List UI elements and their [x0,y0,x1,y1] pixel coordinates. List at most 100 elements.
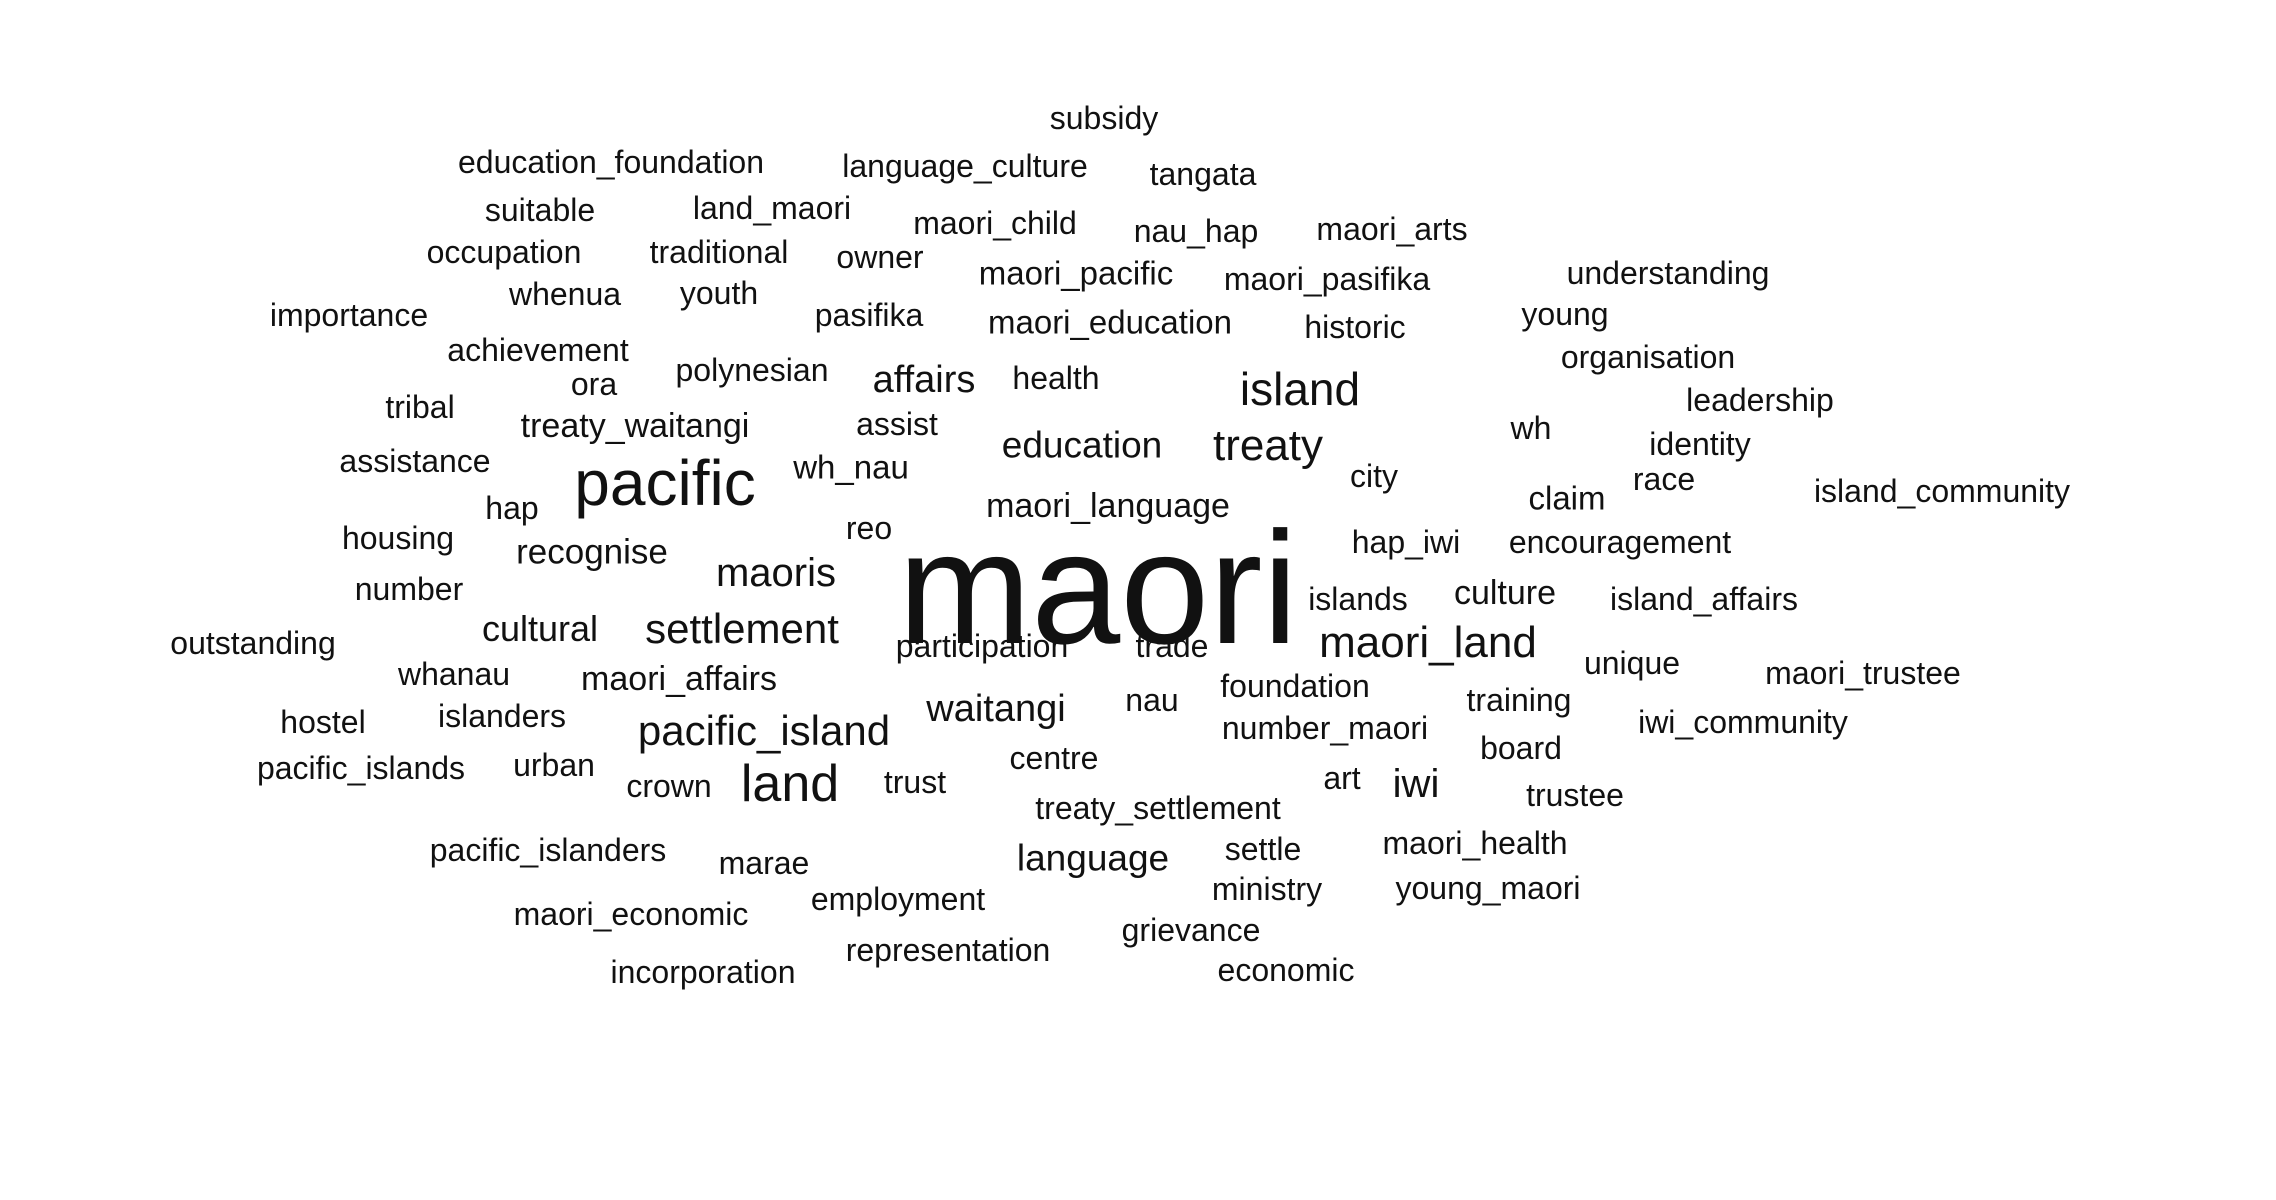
word-incorporation: incorporation [610,954,796,990]
word-crown: crown [626,768,712,804]
word-foundation: foundation [1220,668,1370,704]
word-treaty: treaty [1212,421,1324,470]
word-settle: settle [1224,831,1302,867]
word-island-community: island_community [1813,473,2071,509]
word-grievance: grievance [1121,912,1261,948]
word-representation: representation [845,932,1051,968]
word-trust: trust [883,764,947,800]
word-maori-pasifika: maori_pasifika [1223,261,1431,297]
word-island: island [1239,363,1361,415]
word-hap-iwi: hap_iwi [1351,524,1461,560]
word-maori-language: maori_language [986,487,1230,525]
word-islands: islands [1308,581,1408,617]
word-polynesian: polynesian [675,352,829,388]
word-housing: housing [341,520,455,556]
word-maori: maori [897,498,1299,677]
word-settlement: settlement [645,605,839,652]
word-iwi: iwi [1392,762,1440,806]
word-whenua: whenua [508,276,622,312]
word-training: training [1466,682,1572,718]
word-economic: economic [1217,952,1355,988]
word-nau: nau [1125,682,1179,718]
word-number-maori: number_maori [1221,710,1429,746]
word-participation: participation [895,628,1069,664]
word-pacific-islanders: pacific_islanders [429,832,667,868]
word-maori-arts: maori_arts [1316,211,1468,247]
word-reo: reo [845,510,893,546]
word-recognise: recognise [516,532,668,572]
word-language: language [1016,837,1170,879]
word-nau-hap: nau_hap [1133,213,1259,249]
word-number: number [354,571,464,607]
word-maoris: maoris [715,551,837,595]
word-board: board [1480,730,1562,766]
word-language-culture: language_culture [842,148,1088,184]
word-subsidy: subsidy [1049,100,1159,136]
word-wh-nau: wh_nau [793,448,909,486]
word-young-maori: young_maori [1395,870,1581,906]
word-ministry: ministry [1211,871,1323,907]
word-suitable: suitable [484,192,596,228]
word-cultural: cultural [481,608,599,649]
word-islanders: islanders [437,698,567,734]
word-health: health [1012,360,1100,396]
word-pacific-island: pacific_island [637,707,891,754]
word-education: education [1001,424,1163,466]
word-land-maori: land_maori [692,190,852,226]
word-maori-child: maori_child [913,205,1077,241]
word-maori-pacific: maori_pacific [978,254,1174,292]
word-traditional: traditional [649,234,789,270]
word-tangata: tangata [1149,156,1257,192]
word-whanau: whanau [397,656,511,692]
word-art: art [1323,760,1361,796]
word-hostel: hostel [280,704,366,740]
word-culture: culture [1453,574,1557,612]
word-outstanding: outstanding [170,625,336,661]
word-maori-economic: maori_economic [513,896,749,932]
word-iwi-community: iwi_community [1638,704,1848,740]
word-waitangi: waitangi [926,688,1066,730]
word-affairs: affairs [872,359,976,401]
word-land: land [740,755,840,813]
word-pasifika: pasifika [814,297,924,333]
word-importance: importance [269,297,429,333]
word-hap: hap [485,490,539,526]
word-achievement: achievement [447,332,629,368]
word-centre: centre [1009,740,1099,776]
word-historic: historic [1304,309,1406,345]
word-trade: trade [1135,628,1209,664]
word-city: city [1350,458,1398,494]
word-youth: youth [679,275,759,311]
word-maori-land: maori_land [1319,618,1537,667]
word-leadership: leadership [1686,382,1834,418]
word-island-affairs: island_affairs [1610,581,1798,617]
word-organisation: organisation [1560,339,1736,375]
word-marae: marae [718,845,810,881]
word-unique: unique [1583,645,1681,681]
word-understanding: understanding [1566,255,1770,291]
word-maori-education: maori_education [988,303,1232,341]
word-employment: employment [810,881,986,917]
word-owner: owner [836,239,924,275]
word-pacific: pacific [574,447,756,519]
word-maori-health: maori_health [1382,825,1568,861]
word-trustee: trustee [1526,777,1624,813]
word-young: young [1521,296,1609,332]
word-occupation: occupation [426,234,582,270]
word-encouragement: encouragement [1508,524,1732,560]
word-tribal: tribal [385,389,455,425]
word-pacific-islands: pacific_islands [256,750,466,786]
word-treaty-settlement: treaty_settlement [1035,790,1281,826]
word-maori-affairs: maori_affairs [581,660,777,698]
word-assist: assist [856,406,938,442]
word-ora: ora [570,366,618,402]
word-claim: claim [1528,479,1606,517]
word-maori-trustee: maori_trustee [1765,655,1961,691]
word-urban: urban [513,747,595,783]
word-treaty-waitangi: treaty_waitangi [520,407,750,445]
word-wh: wh [1510,410,1552,446]
word-assistance: assistance [339,443,491,479]
word-education-foundation: education_foundation [457,144,765,180]
word-identity: identity [1649,426,1751,462]
